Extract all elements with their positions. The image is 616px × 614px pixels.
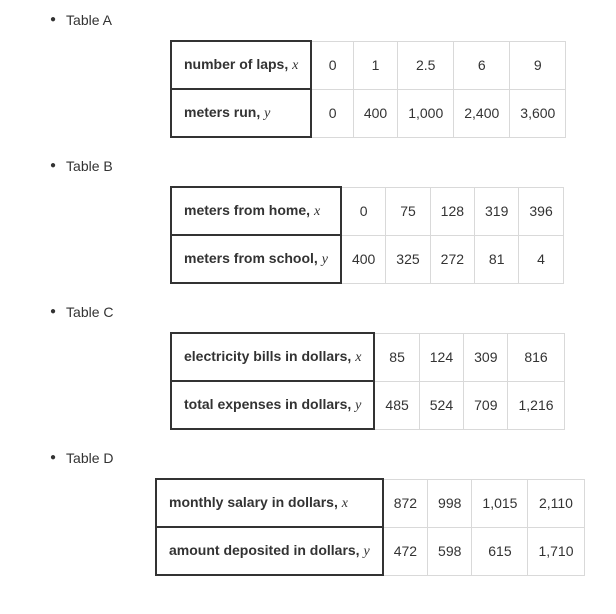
data-cell: 709 bbox=[464, 381, 508, 429]
bullet-icon: ● bbox=[50, 448, 56, 468]
row-header-var: y bbox=[264, 106, 270, 121]
table-label-row: ● Table C bbox=[20, 302, 596, 322]
row-header-text: total expenses in dollars, bbox=[184, 396, 351, 412]
table-row: electricity bills in dollars, x851243098… bbox=[171, 333, 564, 381]
bullet-icon: ● bbox=[50, 302, 56, 322]
data-table: meters from home, x075128319396meters fr… bbox=[170, 186, 564, 284]
data-cell: 81 bbox=[475, 235, 519, 283]
row-header: electricity bills in dollars, x bbox=[171, 333, 374, 381]
row-header-var: y bbox=[322, 252, 328, 267]
row-header-var: x bbox=[355, 350, 361, 365]
data-cell: 124 bbox=[419, 333, 463, 381]
data-cell: 272 bbox=[430, 235, 474, 283]
data-cell: 325 bbox=[386, 235, 430, 283]
data-cell: 872 bbox=[383, 479, 428, 527]
data-cell: 524 bbox=[419, 381, 463, 429]
data-cell: 2,400 bbox=[454, 89, 510, 137]
data-cell: 0 bbox=[311, 89, 353, 137]
data-cell: 598 bbox=[428, 527, 472, 575]
data-cell: 0 bbox=[341, 187, 386, 235]
row-header-var: y bbox=[355, 398, 361, 413]
table-label-row: ● Table A bbox=[20, 10, 596, 30]
row-header: meters run, y bbox=[171, 89, 311, 137]
table-label: Table C bbox=[66, 302, 113, 322]
data-cell: 319 bbox=[475, 187, 519, 235]
table-label: Table B bbox=[66, 156, 113, 176]
data-cell: 396 bbox=[519, 187, 563, 235]
table-label-row: ● Table B bbox=[20, 156, 596, 176]
row-header: meters from school, y bbox=[171, 235, 341, 283]
data-cell: 615 bbox=[472, 527, 528, 575]
table-row: total expenses in dollars, y4855247091,2… bbox=[171, 381, 564, 429]
row-header-var: x bbox=[292, 58, 298, 73]
row-header-var: y bbox=[363, 544, 369, 559]
row-header-var: x bbox=[342, 496, 348, 511]
data-cell: 998 bbox=[428, 479, 472, 527]
row-header-text: electricity bills in dollars, bbox=[184, 348, 351, 364]
data-cell: 2.5 bbox=[398, 41, 454, 89]
data-cell: 400 bbox=[341, 235, 386, 283]
data-table: number of laps, x012.569meters run, y040… bbox=[170, 40, 566, 138]
table-row: meters from home, x075128319396 bbox=[171, 187, 563, 235]
data-cell: 472 bbox=[383, 527, 428, 575]
data-cell: 309 bbox=[464, 333, 508, 381]
row-header: amount deposited in dollars, y bbox=[156, 527, 383, 575]
table-label: Table A bbox=[66, 10, 112, 30]
data-cell: 485 bbox=[374, 381, 419, 429]
data-cell: 2,110 bbox=[528, 479, 584, 527]
table-row: number of laps, x012.569 bbox=[171, 41, 566, 89]
row-header: monthly salary in dollars, x bbox=[156, 479, 383, 527]
row-header-text: number of laps, bbox=[184, 56, 288, 72]
row-header: total expenses in dollars, y bbox=[171, 381, 374, 429]
table-row: meters run, y04001,0002,4003,600 bbox=[171, 89, 566, 137]
data-cell: 75 bbox=[386, 187, 430, 235]
data-table: monthly salary in dollars, x8729981,0152… bbox=[155, 478, 585, 576]
data-cell: 85 bbox=[374, 333, 419, 381]
table-row: monthly salary in dollars, x8729981,0152… bbox=[156, 479, 584, 527]
row-header-text: meters run, bbox=[184, 104, 260, 120]
data-cell: 1,216 bbox=[508, 381, 564, 429]
data-cell: 816 bbox=[508, 333, 564, 381]
data-cell: 128 bbox=[430, 187, 474, 235]
row-header-text: meters from home, bbox=[184, 202, 310, 218]
data-cell: 6 bbox=[454, 41, 510, 89]
bullet-icon: ● bbox=[50, 10, 56, 30]
row-header-text: meters from school, bbox=[184, 250, 318, 266]
data-cell: 1 bbox=[353, 41, 397, 89]
data-cell: 1,015 bbox=[472, 479, 528, 527]
data-cell: 1,000 bbox=[398, 89, 454, 137]
row-header-text: amount deposited in dollars, bbox=[169, 542, 360, 558]
table-label: Table D bbox=[66, 448, 113, 468]
table-label-row: ● Table D bbox=[20, 448, 596, 468]
data-cell: 1,710 bbox=[528, 527, 584, 575]
data-cell: 3,600 bbox=[510, 89, 566, 137]
table-row: meters from school, y400325272814 bbox=[171, 235, 563, 283]
data-cell: 9 bbox=[510, 41, 566, 89]
data-cell: 400 bbox=[353, 89, 397, 137]
row-header: meters from home, x bbox=[171, 187, 341, 235]
table-row: amount deposited in dollars, y4725986151… bbox=[156, 527, 584, 575]
row-header-text: monthly salary in dollars, bbox=[169, 494, 338, 510]
row-header-var: x bbox=[314, 204, 320, 219]
row-header: number of laps, x bbox=[171, 41, 311, 89]
data-table: electricity bills in dollars, x851243098… bbox=[170, 332, 565, 430]
data-cell: 4 bbox=[519, 235, 563, 283]
bullet-icon: ● bbox=[50, 156, 56, 176]
data-cell: 0 bbox=[311, 41, 353, 89]
